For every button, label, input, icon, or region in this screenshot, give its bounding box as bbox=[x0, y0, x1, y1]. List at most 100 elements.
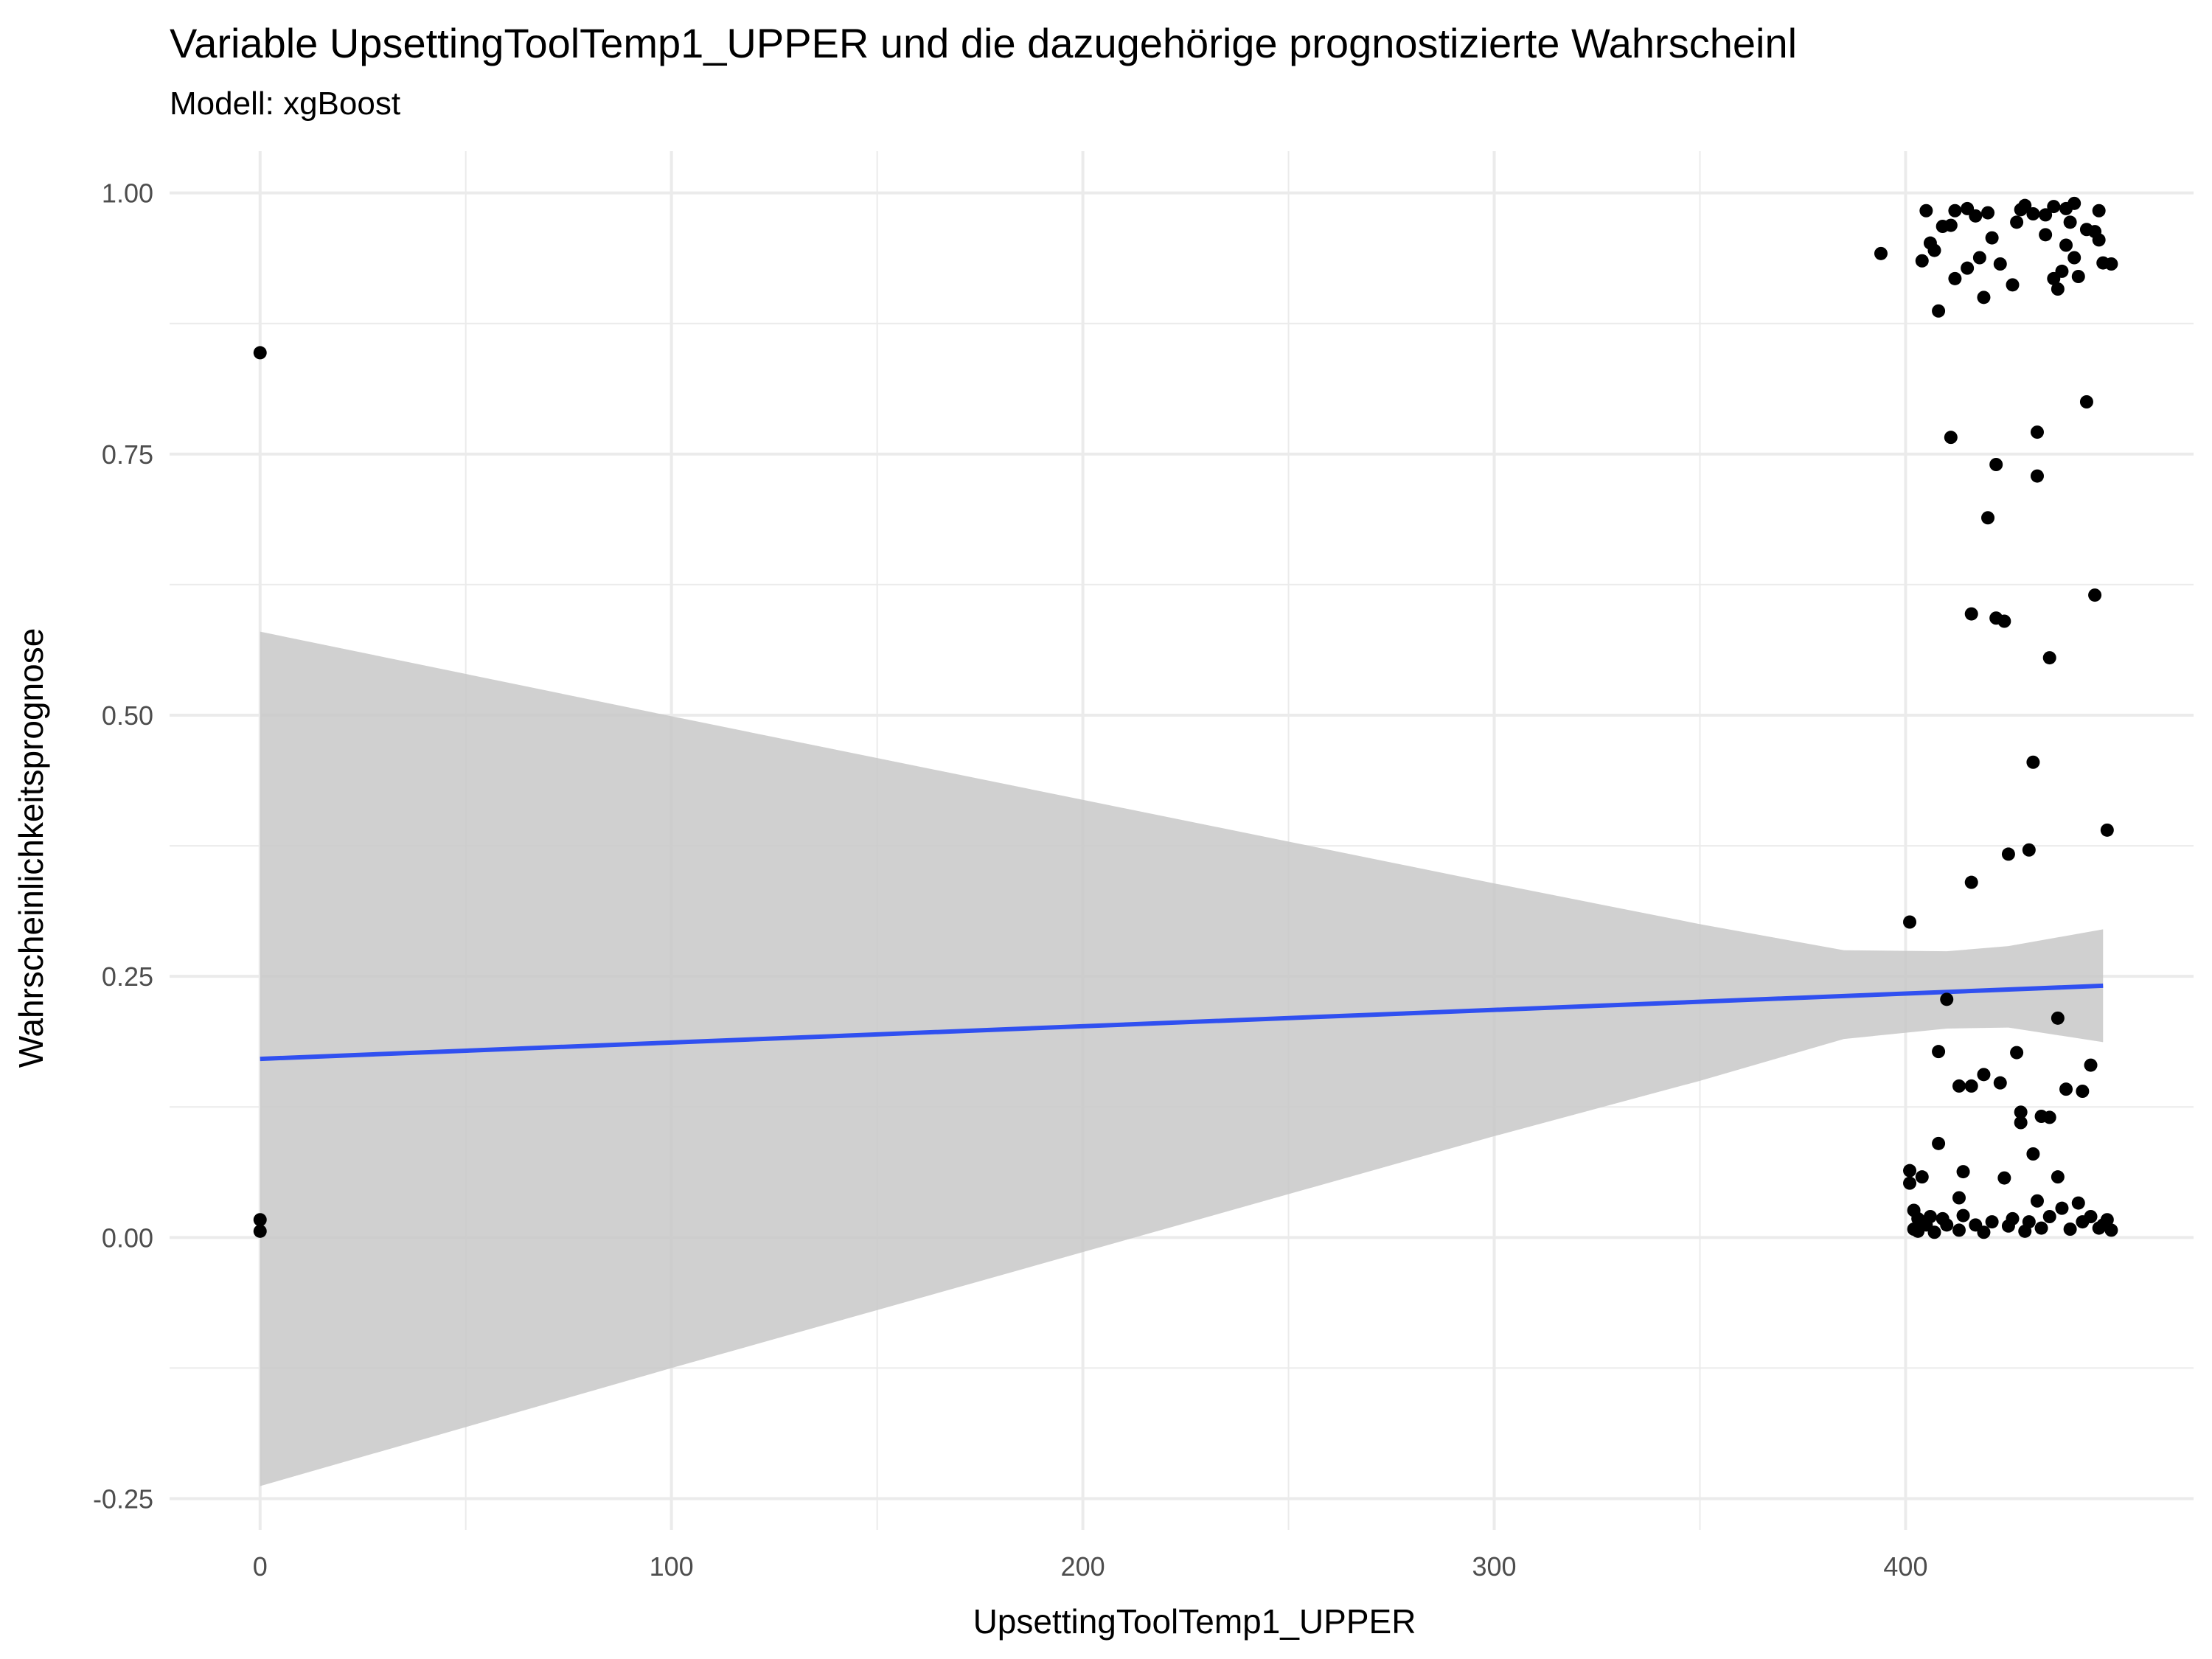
data-point bbox=[1985, 1215, 1999, 1229]
data-point bbox=[2014, 1116, 2028, 1130]
data-point bbox=[2104, 1223, 2118, 1237]
data-point bbox=[2014, 1105, 2028, 1119]
data-point bbox=[1997, 614, 2011, 628]
data-point bbox=[2067, 196, 2081, 210]
data-point bbox=[1964, 1079, 1978, 1093]
data-point bbox=[2039, 208, 2053, 222]
y-tick-label: 1.00 bbox=[102, 178, 153, 209]
data-point bbox=[1985, 231, 1999, 245]
data-point bbox=[2051, 1170, 2065, 1184]
data-point bbox=[1903, 915, 1917, 929]
data-point bbox=[1944, 431, 1958, 445]
data-point bbox=[2076, 1085, 2090, 1098]
data-point bbox=[2063, 215, 2077, 229]
data-point bbox=[2042, 651, 2056, 665]
x-tick-label: 100 bbox=[650, 1551, 694, 1582]
data-point bbox=[2010, 1046, 2024, 1060]
data-point bbox=[2018, 198, 2032, 212]
data-point bbox=[2030, 425, 2044, 439]
x-tick-labels: 0 100 200 300 400 bbox=[253, 1551, 1928, 1582]
data-point bbox=[253, 346, 267, 360]
data-point bbox=[1993, 257, 2007, 271]
data-point bbox=[1977, 291, 1991, 305]
data-point bbox=[1927, 1225, 1941, 1239]
data-point bbox=[2022, 843, 2036, 857]
data-point bbox=[2055, 264, 2069, 278]
data-point bbox=[2071, 1196, 2085, 1210]
y-tick-label: 0.00 bbox=[102, 1222, 153, 1253]
data-point bbox=[2051, 282, 2065, 296]
data-point bbox=[1919, 204, 1933, 218]
data-point bbox=[1952, 1223, 1966, 1237]
confidence-band bbox=[260, 631, 2104, 1486]
data-point bbox=[2071, 270, 2085, 283]
data-point bbox=[2039, 228, 2053, 242]
data-point bbox=[1956, 1208, 1970, 1222]
data-point bbox=[2088, 588, 2102, 602]
data-point bbox=[1964, 875, 1978, 889]
data-point bbox=[1956, 1165, 1970, 1179]
data-point bbox=[1948, 204, 1962, 218]
data-point bbox=[2059, 1082, 2073, 1096]
y-tick-label: 0.75 bbox=[102, 439, 153, 470]
data-point bbox=[1915, 254, 1929, 268]
data-point bbox=[1997, 1171, 2011, 1185]
data-point bbox=[2084, 1210, 2098, 1223]
data-point bbox=[2100, 823, 2114, 837]
data-point bbox=[2006, 278, 2020, 292]
data-point bbox=[2006, 1211, 2020, 1225]
x-tick-label: 300 bbox=[1472, 1551, 1516, 1582]
data-point bbox=[253, 1213, 267, 1227]
data-point bbox=[2047, 200, 2061, 214]
data-point bbox=[1972, 251, 1986, 265]
data-point bbox=[253, 1224, 267, 1238]
data-point bbox=[1903, 1176, 1917, 1190]
points-layer bbox=[253, 196, 2118, 1239]
data-point bbox=[2092, 233, 2106, 247]
data-point bbox=[1940, 1218, 1954, 1232]
data-point bbox=[1961, 261, 1975, 275]
data-point bbox=[1981, 206, 1995, 220]
data-point bbox=[2001, 847, 2015, 861]
y-tick-label: 0.50 bbox=[102, 700, 153, 731]
data-point bbox=[1969, 209, 1983, 223]
data-point bbox=[1977, 1225, 1991, 1239]
confidence-band-layer bbox=[260, 631, 2104, 1486]
data-point bbox=[2026, 1147, 2040, 1161]
data-point bbox=[2030, 1194, 2044, 1208]
data-point bbox=[1940, 992, 1954, 1006]
data-point bbox=[1923, 1210, 1937, 1223]
data-point bbox=[1874, 246, 1888, 260]
data-point bbox=[1932, 1045, 1946, 1059]
x-tick-label: 200 bbox=[1061, 1551, 1105, 1582]
data-point bbox=[1989, 458, 2003, 471]
data-point bbox=[1952, 1191, 1966, 1205]
y-tick-label: -0.25 bbox=[93, 1484, 153, 1514]
data-point bbox=[2055, 1201, 2069, 1215]
data-point bbox=[2063, 1222, 2077, 1236]
y-axis-title: Wahrscheinlichkeitsprognose bbox=[12, 628, 50, 1068]
data-point bbox=[1948, 271, 1962, 285]
chart-title: Variable UpsettingToolTemp1_UPPER und di… bbox=[170, 20, 1797, 66]
data-point bbox=[1977, 1068, 1991, 1082]
trend-line bbox=[260, 983, 2104, 1062]
data-point bbox=[2042, 1210, 2056, 1223]
data-point bbox=[2026, 207, 2040, 220]
data-point bbox=[2034, 1221, 2048, 1235]
data-point bbox=[1932, 1136, 1946, 1150]
data-point bbox=[1944, 218, 1958, 232]
data-point bbox=[2067, 251, 2081, 265]
trend-line-layer bbox=[260, 983, 2104, 1062]
data-point bbox=[1952, 1079, 1966, 1093]
y-tick-label: 0.25 bbox=[102, 961, 153, 992]
data-point bbox=[2092, 204, 2106, 218]
data-point bbox=[2100, 1213, 2114, 1227]
data-point bbox=[2030, 469, 2044, 483]
data-point bbox=[1903, 1164, 1917, 1178]
data-point bbox=[1964, 607, 1978, 621]
data-point bbox=[2051, 1011, 2065, 1025]
data-point bbox=[1927, 243, 1941, 257]
data-point bbox=[1981, 511, 1995, 525]
data-point bbox=[2022, 1215, 2036, 1229]
